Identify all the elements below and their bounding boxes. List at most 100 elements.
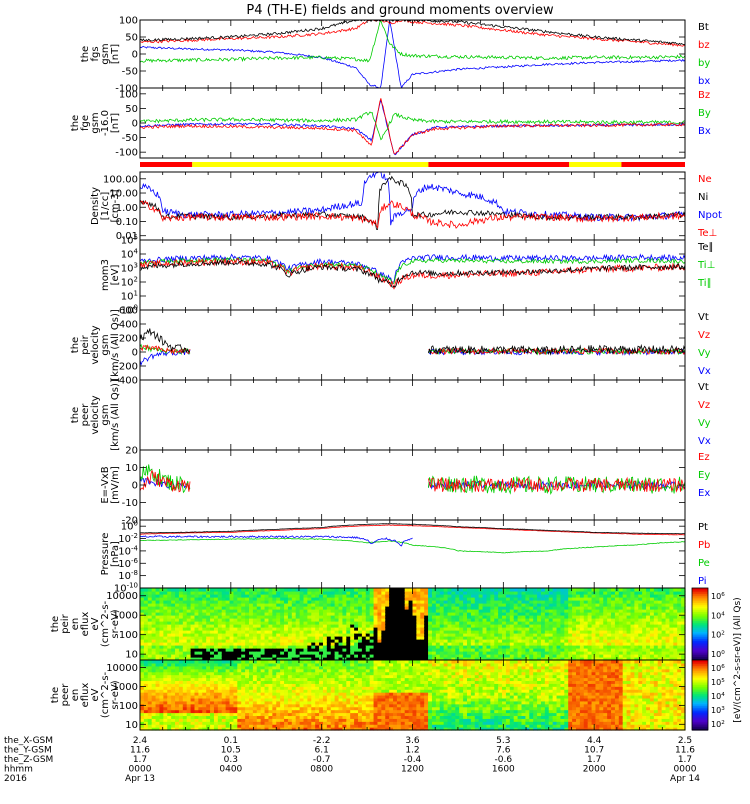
series-group xyxy=(140,172,685,230)
spectrogram-cell xyxy=(673,588,677,592)
y-tick-label: -50 xyxy=(122,67,138,78)
spectrogram-cell xyxy=(646,588,650,592)
spectrogram-cell xyxy=(483,588,487,592)
spectrogram-cell xyxy=(642,588,646,592)
spectrogram-cell xyxy=(397,588,401,592)
spectrogram-cell xyxy=(416,588,420,592)
spectrogram-cell xyxy=(436,588,440,592)
spectrogram-cell xyxy=(522,588,526,592)
spectrogram-cell xyxy=(175,660,179,664)
spectrogram-cell xyxy=(218,588,222,592)
spectrogram-cell xyxy=(311,588,315,592)
legend-Ne: Ne xyxy=(698,174,712,185)
y-tick-label: 600 xyxy=(119,306,138,317)
spectrogram-cell xyxy=(475,588,479,592)
spectrogram-cell xyxy=(210,588,214,592)
spectrogram-cell xyxy=(276,588,280,592)
spectrogram-cell xyxy=(202,660,206,664)
legend-Pb: Pb xyxy=(698,540,710,551)
y-tick-label: 200 xyxy=(119,334,138,345)
spectrogram-cell xyxy=(167,660,171,664)
spectrogram-cell xyxy=(218,660,222,664)
legend-bx: bx xyxy=(698,76,710,87)
y-tick-label: 20 xyxy=(125,446,138,457)
spectrogram-cell xyxy=(222,660,226,664)
spectrogram-cell xyxy=(261,660,265,664)
spectrogram-cell xyxy=(595,588,599,592)
series-group xyxy=(140,329,685,365)
spectrogram-cell xyxy=(494,588,498,592)
legend-Pe: Pe xyxy=(698,558,710,569)
y-tick-label: 0 xyxy=(132,50,138,61)
spectrogram-cell xyxy=(144,660,148,664)
spectrogram-cell xyxy=(486,588,490,592)
y-tick-label: -50 xyxy=(122,133,138,144)
spectrogram-cell xyxy=(572,588,576,592)
panel-density: 100.0010.001.000.100.01Density[1/cc][cm-… xyxy=(90,172,722,242)
spectrogram-cell xyxy=(171,588,175,592)
legend-Vx: Vx xyxy=(698,366,711,377)
series-group xyxy=(140,524,685,553)
spectrogram-cell xyxy=(156,660,160,664)
spectrogram-cell xyxy=(198,588,202,592)
spectrogram-cell xyxy=(315,588,319,592)
legend-Ey: Ey xyxy=(698,470,710,481)
y-axis-title: sr-eV) xyxy=(110,609,121,638)
y-axis-title: [eV] xyxy=(110,265,121,286)
spectrogram-cell xyxy=(537,588,541,592)
spectrogram-cell xyxy=(265,660,269,664)
spectrogram-cell xyxy=(292,588,296,592)
spectrogram-cell xyxy=(677,588,681,592)
y-tick-label: 100 xyxy=(119,89,138,100)
legend-Te⊥: Te⊥ xyxy=(697,228,717,239)
spectrogram-cell xyxy=(327,588,331,592)
legend-Ni: Ni xyxy=(698,192,708,203)
spectrogram-cell xyxy=(350,588,354,592)
legend-Ti∥: Ti∥ xyxy=(697,278,712,289)
y-tick-label: 101 xyxy=(121,290,138,303)
spectrogram-cell xyxy=(374,588,378,592)
spectrogram-cell xyxy=(654,588,658,592)
series-line-Ni xyxy=(140,177,685,230)
series-line-Ti∥ xyxy=(140,258,685,284)
spectrogram-cell xyxy=(179,660,183,664)
spectrogram-cell xyxy=(214,588,218,592)
spectrogram-cell xyxy=(471,588,475,592)
y-tick-label: 10-4 xyxy=(118,544,138,557)
spectrogram-cell xyxy=(249,588,253,592)
spectrogram-cell xyxy=(459,588,463,592)
spectrogram-cell xyxy=(335,588,339,592)
y-tick-label: 0 xyxy=(132,348,138,359)
spectrogram-cell xyxy=(152,660,156,664)
series-line-Pb xyxy=(140,525,685,535)
y-tick-label: 100 xyxy=(121,520,138,533)
spectrogram-cell xyxy=(265,588,269,592)
spectrogram-cell xyxy=(627,588,631,592)
spectrogram-cell xyxy=(140,660,144,664)
spectrogram-cell xyxy=(163,588,167,592)
spectrogram-cell xyxy=(210,660,214,664)
legend-Te∥: Te∥ xyxy=(697,242,714,253)
spectrogram-cell xyxy=(226,660,230,664)
spectrogram-cell xyxy=(268,660,272,664)
legend-Vx: Vx xyxy=(698,436,711,447)
spectrogram-cell xyxy=(377,588,381,592)
spectrogram-cell xyxy=(222,588,226,592)
spectrogram-cell xyxy=(580,588,584,592)
panel-frame xyxy=(140,380,685,450)
spectrogram-cell xyxy=(233,660,237,664)
spectrogram-cell xyxy=(187,660,191,664)
spectrogram-cell xyxy=(358,588,362,592)
series-line-bx xyxy=(140,21,685,88)
spectrogram-cell xyxy=(257,660,261,664)
spectrogram-cell xyxy=(619,588,623,592)
legend-bz: bz xyxy=(698,40,710,51)
legend-Vt: Vt xyxy=(698,382,709,393)
panel-pressure: 10010-210-410-610-810-10Pressure[nPa]PtP… xyxy=(100,520,710,595)
spectrogram-cell xyxy=(195,660,199,664)
y-tick-label: 10000 xyxy=(106,591,138,602)
